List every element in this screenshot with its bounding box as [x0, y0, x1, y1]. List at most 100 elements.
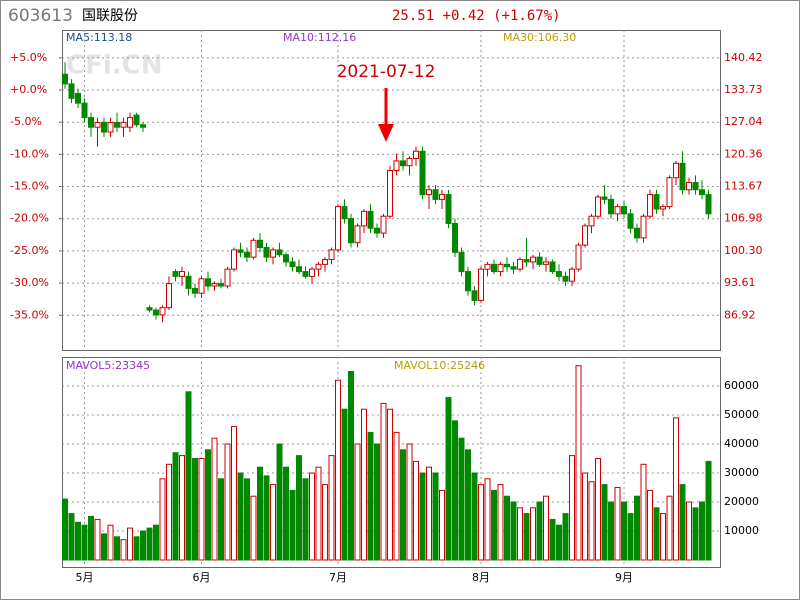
y-tick-label: 100.30	[724, 244, 763, 257]
candle-body	[198, 278, 205, 294]
candle-body	[523, 259, 530, 263]
volume-bar	[81, 524, 88, 561]
volume-bar	[159, 478, 166, 561]
volume-bar	[367, 431, 374, 561]
volume-bar	[484, 478, 491, 561]
volume-bar	[595, 458, 601, 561]
candle-body	[705, 194, 712, 215]
candle-body	[367, 210, 374, 229]
y-tick-label: 113.67	[724, 180, 763, 193]
candle-body	[68, 83, 75, 99]
volume-bar	[471, 472, 478, 561]
volume-bar	[237, 472, 244, 561]
volume-bar	[166, 463, 172, 561]
volume-bar	[588, 481, 595, 561]
volume-bar	[575, 365, 582, 561]
volume-bar	[107, 524, 114, 561]
volume-bar	[205, 449, 211, 561]
candle-body	[81, 102, 88, 119]
candle-body	[114, 121, 120, 128]
candle-body	[419, 150, 426, 196]
volume-bar	[608, 501, 614, 561]
vol-tick-label: 50000	[724, 408, 759, 421]
candle-body	[530, 256, 536, 263]
candle-body	[94, 121, 101, 128]
candle-body	[361, 210, 367, 227]
candle-body	[653, 194, 660, 210]
candle-body	[101, 121, 107, 133]
candle-body	[62, 73, 68, 85]
volume-bar	[679, 484, 686, 561]
volume-bar	[510, 501, 517, 561]
candle-body	[250, 239, 257, 258]
candle-body	[478, 268, 484, 301]
volume-bar	[244, 478, 250, 561]
ma30-label: MA30:106.30	[503, 31, 576, 44]
volume-bar	[218, 478, 224, 561]
volume-bar	[380, 402, 387, 561]
candle-body	[315, 263, 322, 270]
volume-bar	[686, 501, 692, 561]
candle-body	[335, 206, 341, 251]
volume-bar	[211, 437, 218, 561]
volume-bar	[562, 513, 569, 561]
volume-bar	[699, 501, 705, 561]
candle-body	[692, 182, 699, 191]
candle-body	[452, 222, 458, 253]
volume-bar	[192, 458, 198, 561]
volume-bar	[94, 518, 101, 561]
volume-bar	[569, 455, 575, 561]
y-tick-label: 140.42	[724, 51, 763, 64]
annotation: 2021-07-12	[337, 62, 436, 82]
volume-bar	[348, 371, 354, 561]
volume-bar	[101, 533, 107, 561]
candle-body	[582, 225, 588, 246]
y2-tick-label: +0.0%	[10, 83, 47, 96]
volume-bar	[621, 501, 627, 561]
volume-bar	[315, 466, 322, 561]
volume-bar	[536, 501, 543, 561]
volume-bar	[426, 466, 432, 561]
volume-bar	[582, 472, 588, 561]
volume-bar	[705, 460, 712, 561]
volume-bar	[88, 516, 94, 561]
candle-body	[289, 261, 296, 268]
candle-body	[179, 271, 185, 277]
candle-body	[569, 268, 575, 282]
candle-body	[491, 263, 497, 273]
volume-bar	[309, 472, 315, 561]
candle-body	[231, 249, 237, 270]
candle-body	[556, 271, 562, 277]
candle-body	[673, 162, 679, 179]
mavol5-label: MAVOL5:23345	[66, 359, 150, 372]
y2-tick-label: -30.0%	[10, 276, 49, 289]
candle-body	[341, 206, 348, 220]
y-tick-label: 106.98	[724, 212, 763, 225]
candle-body	[601, 196, 608, 200]
candle-body	[328, 249, 335, 261]
candle-body	[510, 266, 517, 270]
volume-bar	[393, 431, 400, 561]
candle-body	[588, 215, 595, 227]
volume-bar	[452, 420, 458, 561]
candle-body	[192, 287, 198, 294]
volume-bar	[231, 426, 237, 561]
volume-bar	[432, 472, 439, 561]
vol-tick-label: 60000	[724, 379, 759, 392]
volume-bar	[198, 458, 205, 561]
candle-body	[406, 157, 413, 167]
volume-bar	[270, 484, 276, 561]
volume-bar	[153, 524, 159, 561]
volume-bar	[491, 489, 497, 561]
candle-body	[218, 283, 224, 287]
candle-body	[439, 194, 445, 200]
candle-body	[322, 259, 328, 265]
volume-bar	[406, 443, 413, 561]
volume-bar	[322, 484, 328, 561]
volume-bar	[458, 437, 465, 561]
volume-bar	[133, 536, 140, 561]
candle-body	[666, 177, 673, 208]
volume-bar	[419, 472, 426, 561]
candle-body	[283, 254, 289, 263]
